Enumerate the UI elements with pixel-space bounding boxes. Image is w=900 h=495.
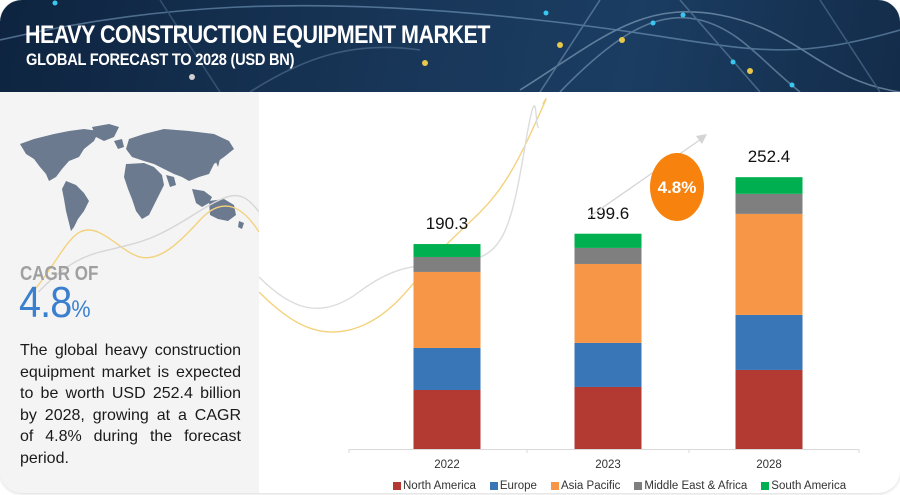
legend-label: North America <box>403 480 476 492</box>
chart-legend: North America Europe Asia Pacific Middle Ea… <box>393 480 846 492</box>
bar-segment-asia-pacific-2022 <box>413 271 481 348</box>
cagr-arrow <box>588 136 705 218</box>
legend-label: Europe <box>499 480 537 492</box>
legend-label: Middle East & Africa <box>644 480 748 492</box>
x-tick-label: 2023 <box>595 459 621 471</box>
bar-segment-asia-pacific-2028 <box>735 213 803 315</box>
cagr-bubble-label: 4.8% <box>658 178 697 197</box>
page-subtitle: GLOBAL FORECAST TO 2028 (USD BN) <box>26 50 295 69</box>
bar-segment-middle-east-africa-2022 <box>413 256 481 272</box>
bar-segment-middle-east-africa-2023 <box>574 247 642 264</box>
legend-swatch <box>489 482 498 490</box>
bar-segment-south-america-2028 <box>735 177 803 194</box>
bar-segment-europe-2028 <box>735 314 803 370</box>
legend-swatch <box>634 482 643 490</box>
legend-item: South America <box>761 480 846 492</box>
bar-total-label: 190.3 <box>426 214 469 233</box>
bar-total-label: 252.4 <box>748 147 791 166</box>
x-tick-label: 2028 <box>756 459 782 471</box>
bar-segment-north-america-2022 <box>413 389 481 449</box>
cagr-bubble <box>650 153 704 221</box>
legend-label: South America <box>771 480 847 492</box>
legend-item: North America <box>393 480 476 492</box>
legend-item: Europe <box>489 480 537 492</box>
stacked-bar-chart: 190.3 199.6 252.4 2022 2023 2028 4.8% <box>259 98 860 471</box>
cagr-number: 4.8 <box>19 278 72 327</box>
bar-segment-europe-2023 <box>574 342 642 387</box>
market-summary-text: The global heavy construction equipment … <box>20 342 241 467</box>
summary-panel: CAGR OF 4.8% The global heavy constructi… <box>0 92 259 493</box>
legend-swatch <box>550 482 559 490</box>
x-tick-label: 2022 <box>434 459 460 471</box>
header-decoration <box>0 0 900 92</box>
bar-segment-asia-pacific-2023 <box>574 263 642 343</box>
cagr-percent-sign: % <box>71 296 90 323</box>
bar-segment-middle-east-africa-2028 <box>735 193 803 214</box>
decorative-curve-gray <box>259 105 540 309</box>
bar-segment-south-america-2022 <box>413 244 481 257</box>
world-map-icon <box>20 124 244 231</box>
decorative-curves-left <box>31 195 259 292</box>
page-title: HEAVY CONSTRUCTION EQUIPMENT MARKET <box>25 21 490 49</box>
bar-segment-north-america-2023 <box>574 386 642 449</box>
bar-segment-south-america-2023 <box>574 233 642 248</box>
bar-segment-north-america-2028 <box>735 369 803 449</box>
cagr-value: 4.8% <box>19 278 91 328</box>
bar-segment-europe-2022 <box>413 347 481 390</box>
legend-swatch <box>393 482 401 490</box>
legend-swatch <box>761 482 770 490</box>
cagr-label: CAGR OF <box>20 263 99 285</box>
header-banner: HEAVY CONSTRUCTION EQUIPMENT MARKET GLOB… <box>0 0 900 92</box>
legend-item: Middle East & Africa <box>634 480 747 492</box>
legend-label: Asia Pacific <box>560 480 621 492</box>
legend-item: Asia Pacific <box>550 480 621 492</box>
bar-total-label: 199.6 <box>587 204 630 223</box>
cagr-arrowhead-icon <box>696 134 707 144</box>
decorative-curve-gold <box>259 98 547 333</box>
